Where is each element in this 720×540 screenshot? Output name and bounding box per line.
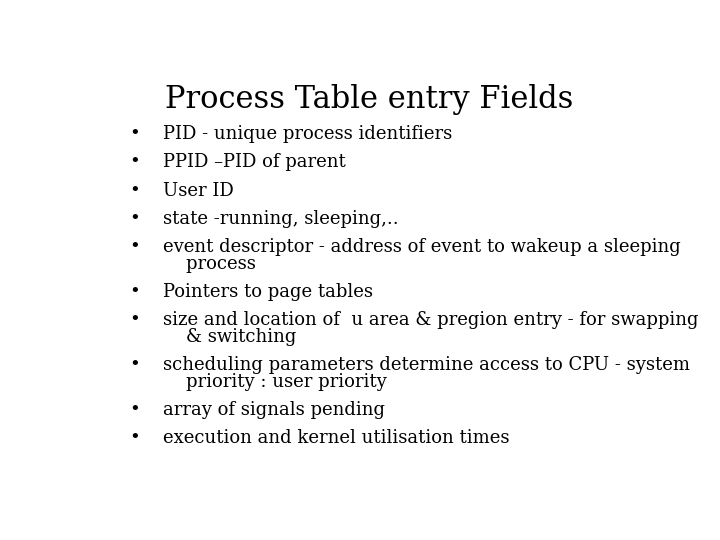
Text: execution and kernel utilisation times: execution and kernel utilisation times <box>163 429 509 448</box>
Text: •: • <box>130 401 140 419</box>
Text: PID - unique process identifiers: PID - unique process identifiers <box>163 125 451 143</box>
Text: •: • <box>130 210 140 228</box>
Text: array of signals pending: array of signals pending <box>163 401 384 419</box>
Text: state -running, sleeping,..: state -running, sleeping,.. <box>163 210 398 228</box>
Text: •: • <box>130 238 140 256</box>
Text: User ID: User ID <box>163 181 233 200</box>
Text: event descriptor - address of event to wakeup a sleeping: event descriptor - address of event to w… <box>163 238 680 256</box>
Text: •: • <box>130 283 140 301</box>
Text: Pointers to page tables: Pointers to page tables <box>163 283 372 301</box>
Text: •: • <box>130 153 140 171</box>
Text: •: • <box>130 181 140 200</box>
Text: •: • <box>130 356 140 374</box>
Text: size and location of  u area & pregion entry - for swapping: size and location of u area & pregion en… <box>163 312 698 329</box>
Text: PPID –PID of parent: PPID –PID of parent <box>163 153 346 171</box>
Text: scheduling parameters determine access to CPU - system: scheduling parameters determine access t… <box>163 356 690 374</box>
Text: •: • <box>130 125 140 143</box>
Text: •: • <box>130 312 140 329</box>
Text: & switching: & switching <box>163 328 296 346</box>
Text: priority : user priority: priority : user priority <box>163 373 387 391</box>
Text: •: • <box>130 429 140 448</box>
Text: process: process <box>163 255 256 273</box>
Text: Process Table entry Fields: Process Table entry Fields <box>165 84 573 114</box>
